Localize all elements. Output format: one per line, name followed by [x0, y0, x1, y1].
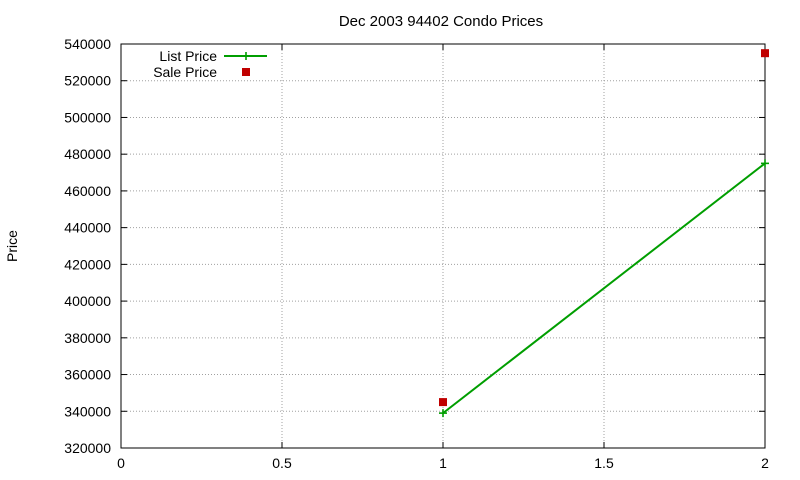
legend-marker-sale-price	[242, 68, 250, 76]
x-tick-label: 0.5	[272, 455, 292, 471]
legend-item-list-price: List Price	[159, 48, 267, 64]
plot-frame	[120, 43, 766, 449]
chart-title: Dec 2003 94402 Condo Prices	[339, 13, 543, 30]
series-list-price	[439, 159, 769, 418]
legend-label-list-price: List Price	[159, 48, 217, 64]
legend-marker-list-price	[242, 52, 250, 60]
y-tick-label: 480000	[64, 146, 111, 162]
y-tick-label: 520000	[64, 73, 111, 89]
y-tick-label: 440000	[64, 220, 111, 236]
series-layer	[439, 49, 769, 418]
y-tick-label: 540000	[64, 36, 111, 52]
list-price-point	[761, 159, 769, 168]
series-sale-price	[439, 49, 769, 407]
x-tick-label: 1	[439, 455, 447, 471]
y-tick-label: 320000	[64, 440, 111, 456]
legend-item-sale-price: Sale Price	[153, 64, 250, 80]
y-tick-label: 360000	[64, 367, 111, 383]
y-tick-label: 420000	[64, 256, 111, 272]
grid	[121, 44, 765, 448]
legend-label-sale-price: Sale Price	[153, 64, 217, 80]
sale-price-point	[439, 398, 447, 407]
axis-ticks: 0 0.5 1 1.5 2 320000 340000 360000 380000 400000 4…	[64, 36, 769, 471]
sale-price-point	[761, 49, 769, 58]
y-tick-label: 500000	[64, 109, 111, 125]
y-tick-label: 460000	[64, 183, 111, 199]
y-tick-label: 380000	[64, 330, 111, 346]
y-tick-label: 340000	[64, 403, 111, 419]
x-tick-label: 0	[117, 455, 125, 471]
list-price-line	[442, 162, 766, 414]
y-axis-label: Price	[4, 230, 20, 262]
list-price-point	[439, 409, 447, 418]
x-tick-label: 2	[761, 455, 769, 471]
x-tick-label: 1.5	[594, 455, 614, 471]
y-tick-label: 400000	[64, 293, 111, 309]
